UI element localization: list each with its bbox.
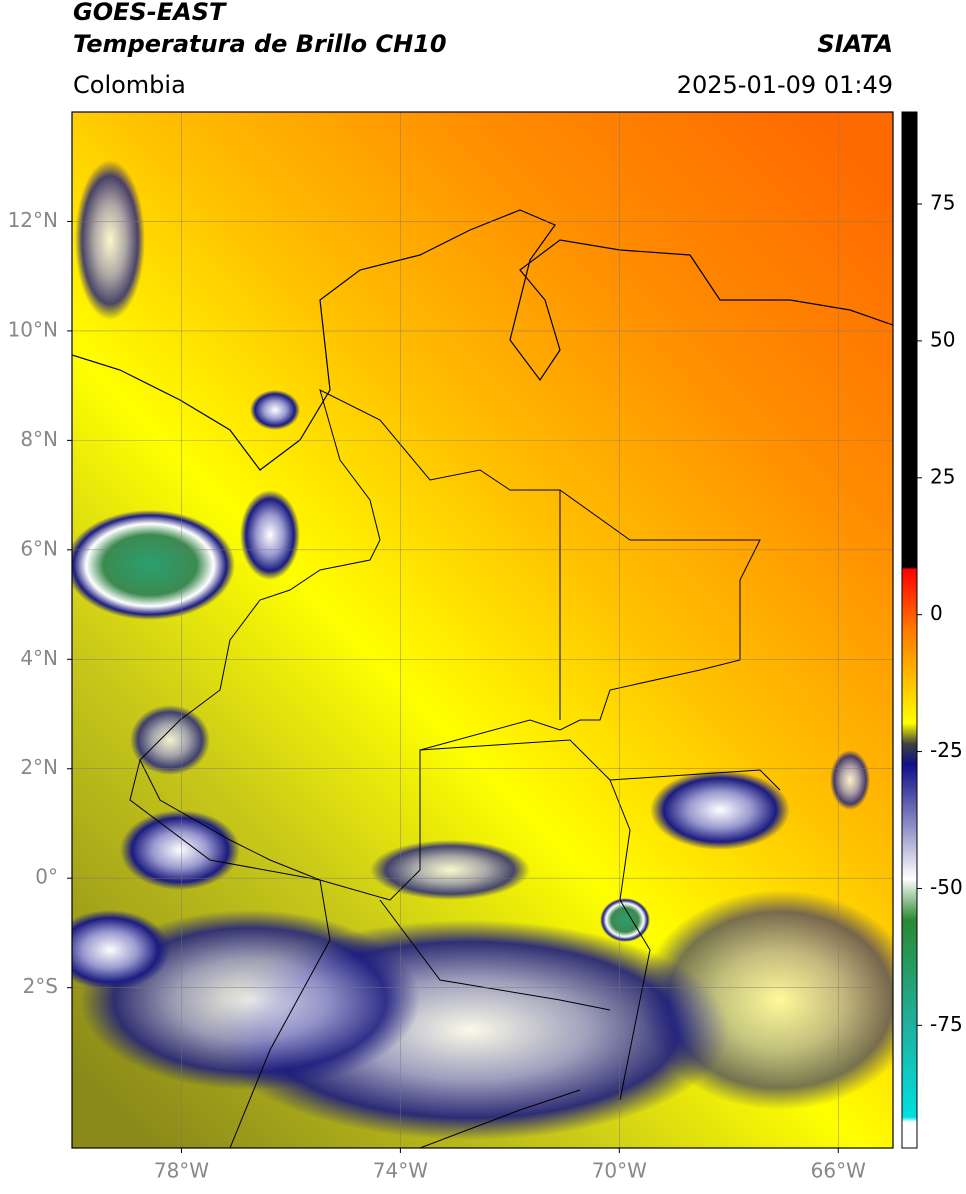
lat-tick-label: 4°N bbox=[20, 646, 58, 670]
colorbar-tick-label: -25 bbox=[930, 738, 963, 762]
title: GOES-EAST bbox=[73, 0, 227, 26]
region: Colombia bbox=[73, 71, 186, 99]
lon-tick-label: 70°W bbox=[592, 1159, 647, 1183]
lon-tick-label: 74°W bbox=[373, 1159, 428, 1183]
grid bbox=[72, 112, 893, 1148]
colorbar-tick-label: -50 bbox=[930, 875, 963, 899]
colorbar bbox=[901, 111, 918, 1149]
lon-tick-label: 78°W bbox=[154, 1159, 209, 1183]
lat-tick-label: 12°N bbox=[8, 208, 58, 232]
colorbar-tick-label: 50 bbox=[930, 327, 955, 351]
colorbar-tick-label: 0 bbox=[930, 601, 943, 625]
subtitle: Temperatura de Brillo CH10 bbox=[73, 30, 447, 58]
satellite-image bbox=[72, 112, 893, 1148]
colorbar-tick-label: 25 bbox=[930, 464, 955, 488]
lat-tick-label: 0° bbox=[35, 865, 58, 889]
lat-tick-label: 2°S bbox=[23, 974, 58, 998]
colorbar-tick-label: 75 bbox=[930, 190, 955, 214]
lat-tick-label: 8°N bbox=[20, 427, 58, 451]
lon-tick-label: 66°W bbox=[811, 1159, 866, 1183]
source: SIATA bbox=[817, 30, 893, 58]
lat-tick-label: 10°N bbox=[8, 317, 58, 341]
colorbar-tick-label: -75 bbox=[930, 1012, 963, 1036]
map-frame bbox=[71, 111, 894, 1149]
lat-tick-label: 2°N bbox=[20, 755, 58, 779]
lat-tick-label: 6°N bbox=[20, 536, 58, 560]
datetime: 2025-01-09 01:49 bbox=[677, 71, 893, 99]
